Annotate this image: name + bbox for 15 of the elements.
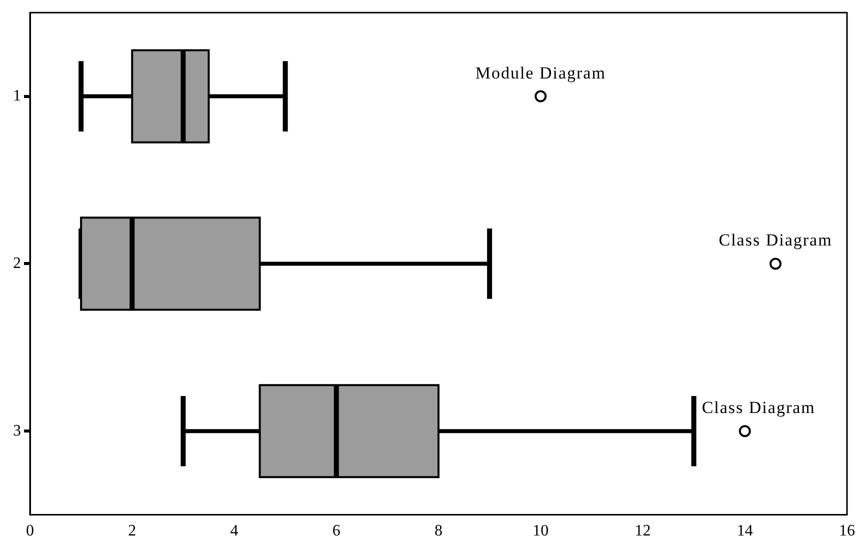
x-tick-label: 12 — [634, 522, 651, 540]
annotation: Class Diagram — [718, 230, 832, 250]
x-tick-label: 0 — [26, 522, 34, 540]
x-tick-label: 4 — [230, 522, 238, 540]
x-tick-label: 8 — [434, 522, 442, 540]
annotation: Class Diagram — [702, 398, 816, 418]
x-tick-label: 14 — [736, 522, 753, 540]
y-tick-label: 2 — [13, 254, 21, 272]
annotation: Module Diagram — [475, 63, 606, 82]
x-tick-label: 6 — [332, 522, 340, 540]
y-tick-label: 3 — [13, 422, 21, 440]
x-tick-label: 2 — [128, 522, 136, 540]
x-tick-label: 16 — [839, 522, 855, 540]
x-tick-label: 10 — [532, 522, 549, 540]
y-tick-label: 1 — [13, 88, 21, 105]
